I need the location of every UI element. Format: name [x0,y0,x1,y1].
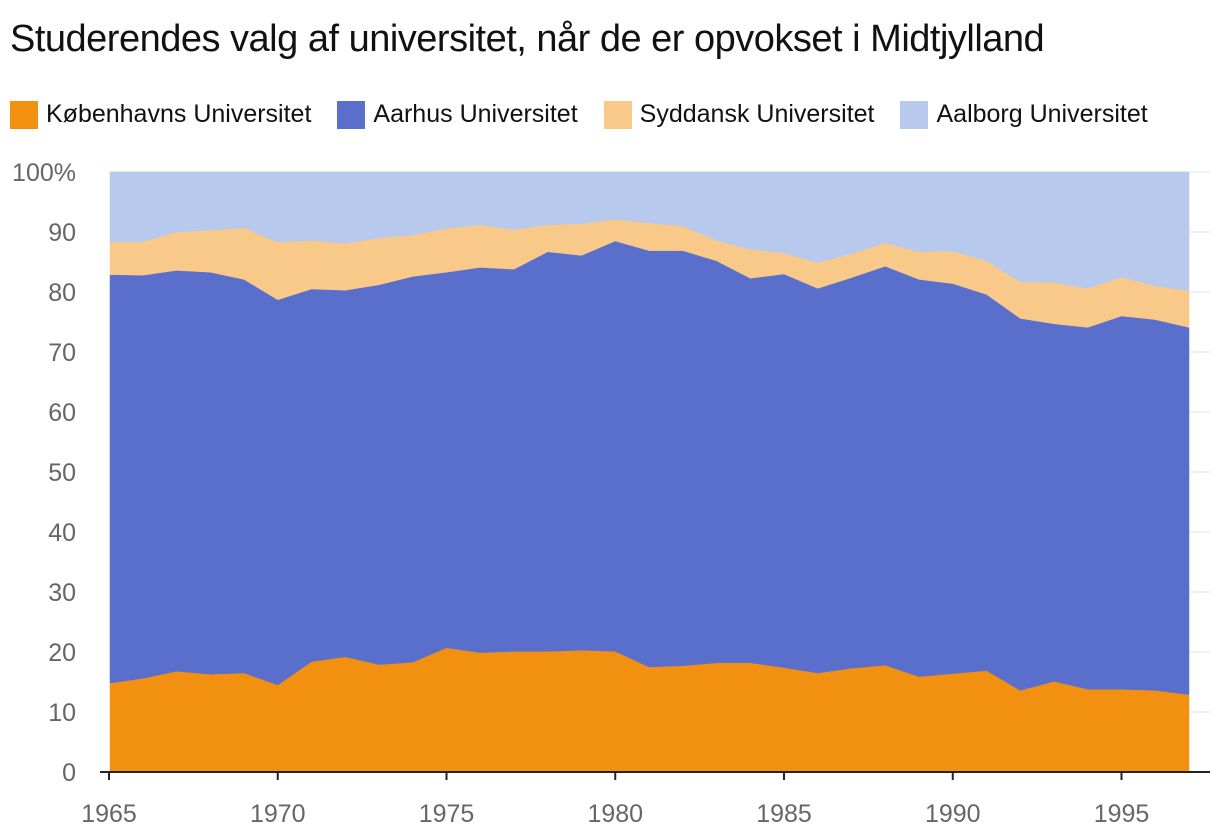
y-tick-label-100: 100% [12,159,76,187]
y-tick-label-60: 60 [48,399,76,427]
axis-layer: 0 10 20 30 40 50 60 70 80 90 100% 1965 1970 1975 1980 1… [12,159,1210,828]
x-tick-label-1995: 1995 [1094,800,1150,828]
legend-item-syddansk: Syddansk Universitet [603,100,875,129]
x-tick-label-1965: 1965 [81,800,137,828]
y-tick-label-30: 30 [48,579,76,607]
y-tick-label-10: 10 [48,699,76,727]
x-tick-label-1985: 1985 [756,800,812,828]
x-tick-label-1970: 1970 [250,800,306,828]
y-tick-label-20: 20 [48,639,76,667]
area-aalborg-universitet [108,171,1190,292]
y-tick-label-0: 0 [62,759,76,787]
y-tick-label-80: 80 [48,279,76,307]
y-tick-label-90: 90 [48,219,76,247]
legend-label-kobenhavns: Københavns Universitet [46,100,312,128]
legend-swatch-kobenhavns [10,100,38,129]
legend-item-aarhus: Aarhus Universitet [337,100,578,129]
legend-label-aalborg: Aalborg Universitet [936,100,1148,128]
legend-label-aarhus: Aarhus Universitet [373,100,578,128]
x-tick-label-1990: 1990 [925,800,981,828]
chart-title: Studerendes valg af universitet, når de … [10,18,1045,60]
y-tick-label-40: 40 [48,519,76,547]
legend-item-aalborg: Aalborg Universitet [900,100,1148,129]
x-tick-label-1975: 1975 [419,800,475,828]
x-tick-label-1980: 1980 [587,800,643,828]
y-tick-label-50: 50 [48,459,76,487]
legend-swatch-aarhus [337,100,366,129]
legend: Københavns Universitet Aarhus Universite… [10,100,1174,129]
legend-item-kobenhavns: Københavns Universitet [10,100,311,129]
legend-swatch-aalborg [900,100,929,129]
y-tick-label-70: 70 [48,339,76,367]
area-layer [108,171,1190,773]
legend-label-syddansk: Syddansk Universitet [639,100,875,128]
legend-swatch-syddansk [603,100,632,129]
